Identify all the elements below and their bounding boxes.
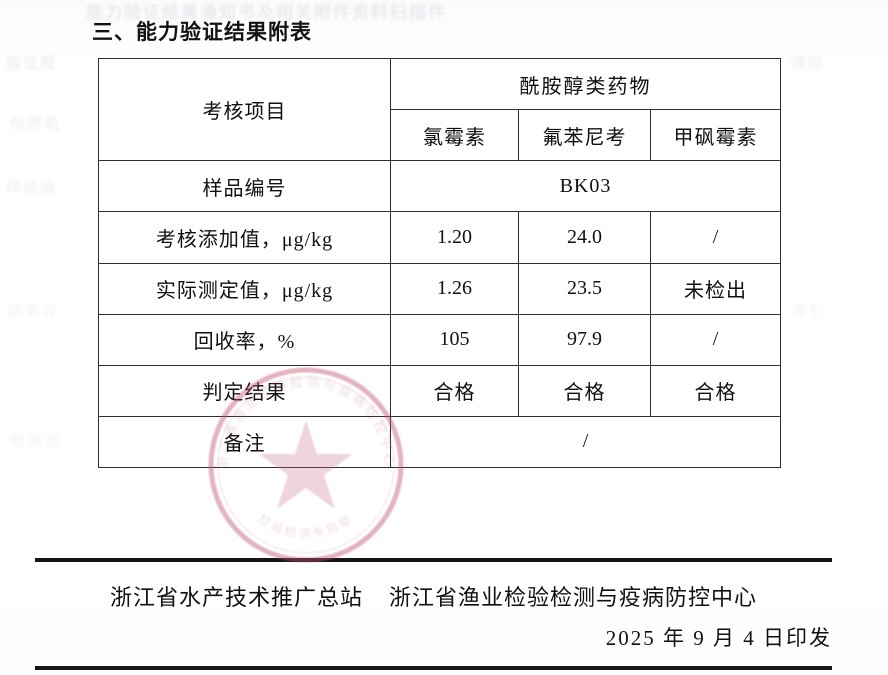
cell-measured-chloramphenicol: 1.26 [390, 262, 519, 315]
row-label-spiked-value: 考核添加值，μg/kg [98, 211, 391, 264]
cell-spiked-thiamphenicol: / [650, 211, 781, 264]
row-label-verdict: 判定结果 [98, 364, 391, 417]
table-header-row-group: 考核项目 酰胺醇类药物 [98, 57, 781, 162]
section-heading: 三、能力验证结果附表 [92, 20, 312, 44]
svg-text:检验检测专用章: 检验检测专用章 [256, 510, 356, 541]
footer-org-1: 浙江省水产技术推广总站 [109, 585, 363, 610]
header-cell-item: 考核项目 [98, 57, 391, 162]
bleed-through-text-left-5: 附表说 [10, 433, 62, 450]
header-cell-drug-group: 酰胺醇类药物 [390, 57, 781, 111]
cell-verdict-thiamphenicol: 合格 [650, 364, 781, 417]
bleed-through-text-left-1: 验证报 [6, 55, 58, 72]
header-cell-analyte-2: 氟苯尼考 [518, 109, 651, 162]
footer-rule-top [35, 558, 832, 562]
footer-org-2: 浙江省渔业检验检测与疫病防控中心 [389, 585, 758, 610]
cell-remarks-value: / [390, 415, 781, 469]
cell-verdict-florfenicol: 合格 [518, 364, 651, 417]
row-label-remarks: 备注 [98, 415, 391, 469]
cell-spiked-florfenicol: 24.0 [518, 211, 651, 264]
bleed-through-text-right-2: 评价 [792, 303, 827, 320]
footer-rule-bottom [35, 666, 832, 670]
row-label-recovery-rate: 回收率，% [98, 313, 391, 366]
cell-measured-florfenicol: 23.5 [518, 262, 651, 315]
cell-recovery-thiamphenicol: / [650, 313, 781, 366]
footer-organizations: 浙江省水产技术推广总站 浙江省渔业检验检测与疫病防控中心 [35, 580, 832, 612]
cell-sample-id-value: BK03 [390, 160, 781, 213]
results-table-container: 考核项目 酰胺醇类药物 氯霉素 氟苯尼考 甲砜霉素 样品编号 BK03 考核添加… [98, 57, 781, 469]
row-label-sample-id: 样品编号 [98, 160, 391, 213]
proficiency-results-table: 考核项目 酰胺醇类药物 氯霉素 氟苯尼考 甲砜霉素 样品编号 BK03 考核添加… [98, 57, 781, 469]
cell-recovery-chloramphenicol: 105 [390, 313, 519, 366]
bleed-through-text-left-2: 检测机 [10, 115, 62, 132]
cell-verdict-chloramphenicol: 合格 [390, 364, 519, 417]
bleed-through-text-left-4: 结果评 [8, 303, 60, 320]
footer-issue-date: 2025 年 9 月 4 日印发 [605, 626, 832, 650]
header-cell-analyte-3: 甲砜霉素 [650, 109, 781, 162]
table-header-row-analytes: 氯霉素 氟苯尼考 甲砜霉素 [99, 109, 781, 162]
cell-spiked-chloramphenicol: 1.20 [390, 211, 519, 264]
table-row: 实际测定值，μg/kg 1.26 23.5 未检出 [98, 262, 781, 315]
row-label-measured-value: 实际测定值，μg/kg [98, 262, 391, 315]
cell-measured-thiamphenicol: 未检出 [650, 262, 781, 315]
bleed-through-text-right-1: 通知 [790, 55, 825, 72]
table-row: 备注 / [98, 415, 781, 469]
bleed-through-text-left-3: 样品编 [6, 179, 58, 196]
table-row: 回收率，% 105 97.9 / [98, 313, 781, 366]
table-row: 考核添加值，μg/kg 1.20 24.0 / [98, 211, 781, 264]
table-row: 样品编号 BK03 [98, 160, 781, 213]
table-row: 判定结果 合格 合格 合格 [98, 364, 781, 417]
cell-recovery-florfenicol: 97.9 [518, 313, 651, 366]
header-cell-analyte-1: 氯霉素 [390, 109, 519, 162]
